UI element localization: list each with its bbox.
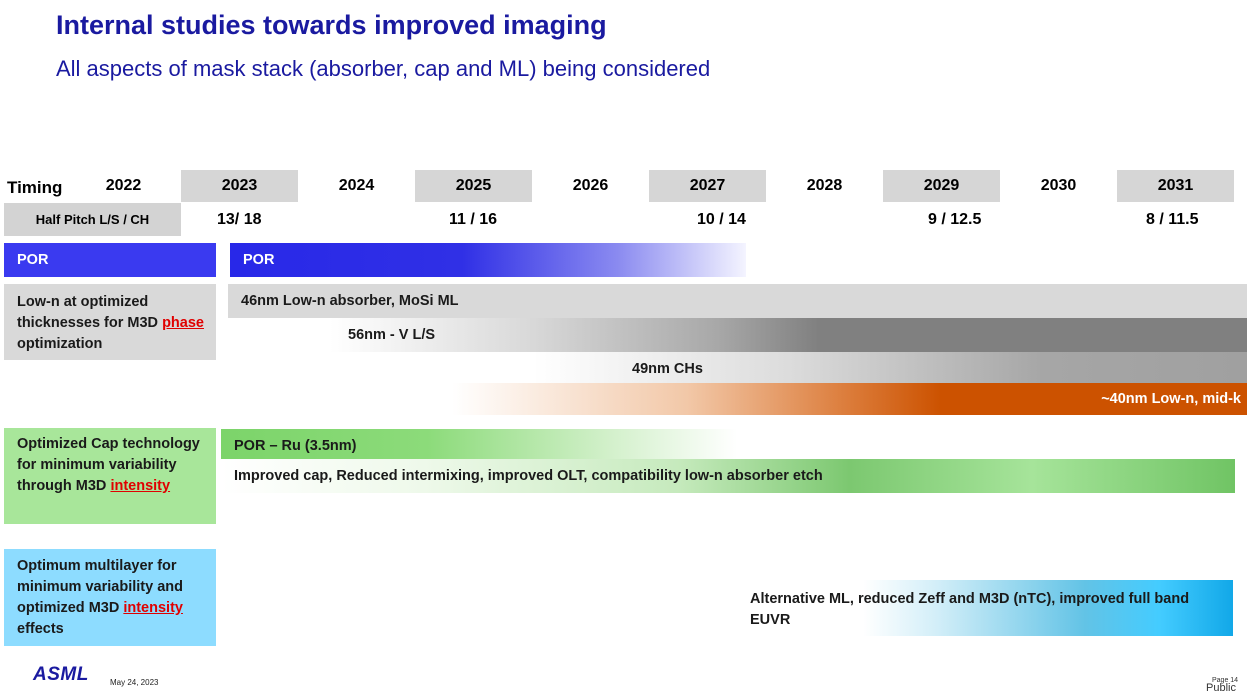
alternative-ml-bar: Alternative ML, reduced Zeff and M3D (nT… <box>740 580 1233 636</box>
half-pitch-2025: 11 / 16 <box>449 211 498 228</box>
cap-label-highlight: intensity <box>110 478 171 494</box>
classification-label: Public <box>1206 682 1236 694</box>
year-2031: 2031 <box>1117 170 1234 202</box>
improved-cap-label: Improved cap, Reduced intermixing, impro… <box>234 468 823 484</box>
year-2024: 2024 <box>338 177 375 194</box>
lown-label-text-end: optimization <box>17 336 103 352</box>
timing-label: Timing <box>7 178 63 197</box>
ch-49nm-bar: 49nm CHs <box>228 352 1247 384</box>
lown-row-label: Low-n at optimized thicknesses for M3D p… <box>4 284 216 360</box>
year-2027: 2027 <box>649 170 766 202</box>
lown-absorber-bar: 46nm Low-n absorber, MoSi ML <box>228 284 1247 318</box>
ml-label-text-end: effects <box>17 621 64 637</box>
year-2025: 2025 <box>415 170 532 202</box>
por-bar: POR <box>230 243 746 277</box>
lown-label-highlight: phase <box>162 315 204 331</box>
por-ru-label: POR – Ru (3.5nm) <box>234 438 357 454</box>
year-2029: 2029 <box>883 170 1000 202</box>
year-2030: 2030 <box>1040 177 1077 194</box>
half-pitch-2027: 10 / 14 <box>697 211 746 228</box>
page-subtitle: All aspects of mask stack (absorber, cap… <box>56 56 711 81</box>
year-2023: 2023 <box>181 170 298 202</box>
ml-label-highlight: intensity <box>123 600 183 616</box>
lown-absorber-label: 46nm Low-n absorber, MoSi ML <box>241 293 459 309</box>
ch-49nm-label: 49nm CHs <box>632 361 703 377</box>
cap-label-text: Optimized Cap technology for minimum var… <box>17 436 200 494</box>
half-pitch-2023: 13/ 18 <box>217 211 262 228</box>
ml-label-text: Optimum multilayer for minimum variabili… <box>17 558 183 616</box>
ls-56nm-label: 56nm - V L/S <box>348 327 436 343</box>
footer-date: May 24, 2023 <box>110 678 159 687</box>
year-2022: 2022 <box>105 177 142 194</box>
ml-row-label: Optimum multilayer for minimum variabili… <box>4 549 216 646</box>
improved-cap-bar: Improved cap, Reduced intermixing, impro… <box>221 459 1235 493</box>
half-pitch-2031: 8 / 11.5 <box>1146 211 1199 228</box>
por-row-label: POR <box>4 243 216 277</box>
year-2028: 2028 <box>806 177 843 194</box>
lown-midk-label: ~40nm Low-n, mid-k <box>1101 391 1241 407</box>
half-pitch-label: Half Pitch L/S / CH <box>4 203 181 236</box>
por-bar-label: POR <box>243 252 275 268</box>
alternative-ml-label: Alternative ML, reduced Zeff and M3D (nT… <box>750 591 1190 628</box>
lown-label-text: Low-n at optimized thicknesses for M3D <box>17 294 163 331</box>
half-pitch-2029: 9 / 12.5 <box>928 211 982 228</box>
lown-midk-bar: ~40nm Low-n, mid-k <box>228 383 1247 415</box>
asml-logo: ASML <box>33 664 89 685</box>
ls-56nm-bar: 56nm - V L/S <box>228 318 1247 352</box>
page-title: Internal studies towards improved imagin… <box>56 10 607 40</box>
cap-row-label: Optimized Cap technology for minimum var… <box>4 428 216 524</box>
page-number: Page 14 <box>1212 677 1239 684</box>
por-ru-bar: POR – Ru (3.5nm) <box>221 429 737 463</box>
year-2026: 2026 <box>572 177 609 194</box>
